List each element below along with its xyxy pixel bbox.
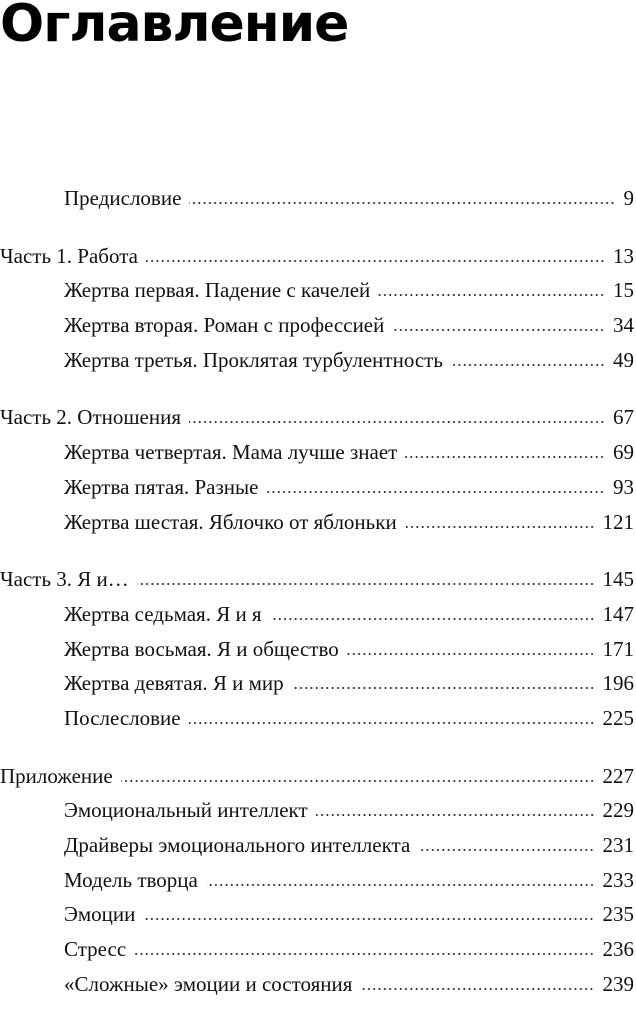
toc-entry[interactable]: Предисловие 9 [0,181,634,216]
dot-leader [205,882,595,887]
dot-leader [360,986,595,991]
toc-part-entry[interactable]: Часть 2. Отношения 67 [0,400,634,435]
toc-entry[interactable]: Жертва девятая. Я и мир 196 [0,666,634,701]
dot-leader [404,524,595,529]
toc-page-number: 171 [602,636,635,661]
toc-entry[interactable]: Жертва вторая. Роман с профессией 34 [0,308,634,343]
toc-entry[interactable]: Эмоции 235 [0,897,634,932]
toc-part-entry[interactable]: Часть 1. Работа 13 [0,239,634,274]
toc-page-number: 93 [613,474,634,499]
toc-page-number: 69 [613,440,634,465]
toc-section: Часть 1. Работа 13 Жертва первая. Падение … [0,239,634,378]
dot-leader [189,420,605,425]
toc-entry[interactable]: Жертва четвертая. Мама лучше знает 69 [0,435,634,470]
toc-page-number: 9 [623,186,635,210]
toc-part-entry[interactable]: Часть 3. Я и… 145 [0,562,634,597]
toc-page-number: 229 [602,798,635,823]
toc-entry-title: Жертва четвертая. Мама лучше знает [64,440,398,465]
toc-page-number: 145 [602,567,635,592]
toc-page-number: 227 [602,763,635,788]
toc-page-number: 235 [602,902,635,927]
toc-entry[interactable]: Жертва восьмая. Я и общество 171 [0,632,634,667]
toc-entry-title: Жертва вторая. Роман с профессией [64,313,385,338]
toc-entry[interactable]: Жертва седьмая. Я и я 147 [0,597,634,632]
dot-leader [145,258,605,263]
toc-page-number: 239 [602,971,635,996]
dot-leader [346,651,595,656]
toc-entry-title: «Сложные» эмоции и состояния [64,971,353,996]
dot-leader [189,201,616,205]
toc-entry-title: Эмоциональный интеллект [64,798,308,823]
toc-page-number: 147 [602,601,635,626]
toc-entry[interactable]: Послесловие 225 [0,701,634,736]
toc-entry[interactable]: Жертва пятая. Разные 93 [0,470,634,505]
toc-entry-title: Жертва седьмая. Я и я [64,601,262,626]
dot-leader [120,778,595,783]
dot-leader [392,328,605,333]
toc-page-number: 236 [602,937,635,962]
toc-entry[interactable]: Жертва первая. Падение с качелей 15 [0,273,634,308]
toc-page-number: 225 [602,705,635,730]
dot-leader [143,917,595,922]
toc-entry-title: Эмоции [64,902,136,927]
toc-entry[interactable]: «Сложные» эмоции и состояния 239 [0,967,634,1002]
toc-section: Часть 3. Я и… 145 Жертва седьмая. Я и я 147… [0,562,634,735]
toc-entry-title: Приложение [0,763,113,788]
toc-entry[interactable]: Модель творца 233 [0,863,634,898]
dot-leader [315,813,595,818]
toc-section: Часть 2. Отношения 67 Жертва четвертая. Ма… [0,400,634,539]
toc-entry[interactable]: Жертва шестая. Яблочко от яблоньки 121 [0,505,634,540]
dot-leader [378,293,605,298]
dot-leader [188,720,595,725]
dot-leader [405,455,605,460]
toc-page-number: 196 [602,671,635,696]
toc-entry-title: Жертва восьмая. Я и общество [64,636,339,661]
toc-entry-title: Послесловие [64,705,181,730]
toc-entry-title: Жертва шестая. Яблочко от яблоньки [64,509,397,534]
dot-leader [291,686,595,691]
toc-entry-title: Жертва третья. Проклятая турбулентность [64,347,443,372]
toc-section: Предисловие 9 [0,181,634,216]
table-of-contents: Предисловие 9 Часть 1. Работа 13 Жертва перв… [0,181,634,1024]
toc-entry[interactable]: Жертва третья. Проклятая турбулентность 4… [0,343,634,378]
toc-page-number: 13 [613,243,634,268]
dot-leader [266,489,605,494]
dot-leader [269,616,595,621]
toc-entry-title: Часть 3. Я и… [0,567,129,592]
toc-entry-title: Стресс [64,937,127,962]
toc-page-number: 15 [613,278,634,303]
toc-entry-title: Драйверы эмоционального интеллекта [64,833,411,857]
toc-entry-title: Жертва первая. Падение с качелей [64,278,371,303]
toc-entry[interactable]: Стресс 236 [0,932,634,967]
toc-page-number: 121 [602,509,635,534]
toc-entry-title: Жертва пятая. Разные [64,474,259,499]
dot-leader [450,362,605,367]
toc-entry-title: Часть 1. Работа [0,243,138,268]
toc-entry-title: Жертва девятая. Я и мир [64,671,284,696]
toc-page-number: 231 [602,833,635,857]
toc-entry-title: Предисловие [64,186,182,210]
toc-page-number: 34 [613,313,634,338]
toc-entry-title: Модель творца [64,867,198,892]
toc-entry-title: Часть 2. Отношения [0,405,182,430]
toc-entry[interactable]: Эмоциональный интеллект 229 [0,793,634,828]
dot-leader [134,952,595,957]
toc-page-number: 67 [613,405,634,430]
toc-section: Приложение 227 Эмоциональный интеллект 229 Д… [0,759,634,1002]
toc-page-number: 233 [602,867,635,892]
dot-leader [136,582,595,587]
toc-page-number: 49 [613,347,634,372]
dot-leader [418,848,595,852]
toc-part-entry[interactable]: Приложение 227 [0,759,634,794]
page-title: Оглавление [0,0,349,54]
toc-entry[interactable]: Драйверы эмоционального интеллекта 231 [0,828,634,863]
